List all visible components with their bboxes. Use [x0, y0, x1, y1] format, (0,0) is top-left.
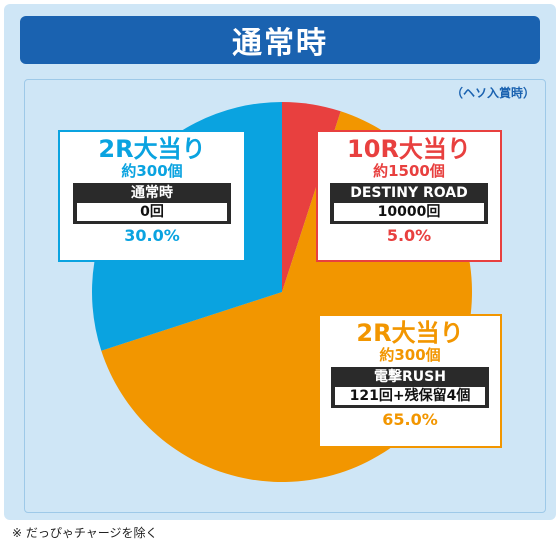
condition-note: （ヘソ入賞時）	[450, 86, 535, 100]
label-title: 10R大当り	[347, 135, 471, 163]
label-count: 0回	[77, 203, 227, 221]
legend-label-10r: 10R大当り 約1500個 DESTINY ROAD 10000回 5.0%	[316, 130, 502, 262]
legend-label-2r-normal: 2R大当り 約300個 通常時 0回 30.0%	[58, 130, 246, 262]
legend-label-2r-rush: 2R大当り 約300個 電撃RUSH 121回+残保留4個 65.0%	[318, 314, 502, 448]
label-count: 10000回	[334, 203, 484, 221]
label-payout: 約300個	[379, 346, 441, 364]
label-state-box: 電撃RUSH 121回+残保留4個	[331, 367, 489, 408]
chart-panel: （ヘソ入賞時）	[24, 79, 546, 513]
label-state: DESTINY ROAD	[350, 185, 468, 201]
label-percent: 5.0%	[386, 226, 432, 245]
footnote: ※ だっぴゃチャージを除く	[12, 526, 158, 540]
label-payout: 約300個	[121, 162, 183, 180]
label-count: 121回+残保留4個	[335, 387, 485, 405]
label-title: 2R大当り	[356, 319, 464, 347]
label-percent: 30.0%	[124, 226, 180, 245]
label-state-box: 通常時 0回	[73, 183, 231, 224]
label-state: 通常時	[131, 185, 173, 201]
page-title: 通常時	[20, 16, 540, 64]
label-state: 電撃RUSH	[374, 369, 446, 385]
label-percent: 65.0%	[382, 410, 438, 429]
label-payout: 約1500個	[373, 162, 445, 180]
label-state-box: DESTINY ROAD 10000回	[330, 183, 488, 224]
label-title: 2R大当り	[98, 135, 206, 163]
